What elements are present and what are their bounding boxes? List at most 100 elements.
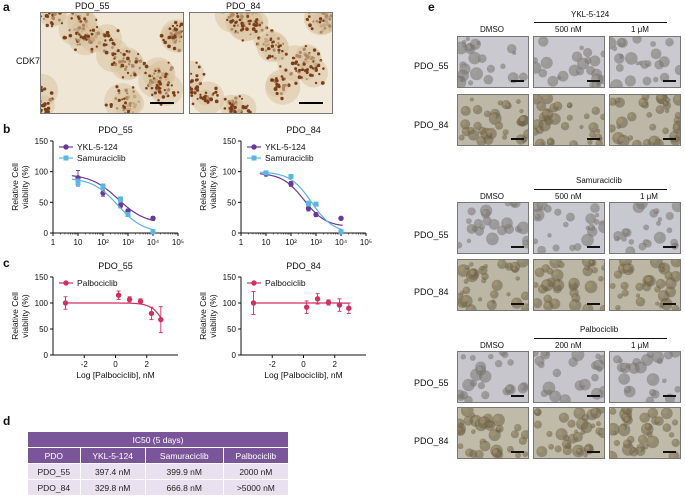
organoid-highlight xyxy=(657,95,663,100)
organoid-highlight xyxy=(590,56,596,62)
organoid-highlight xyxy=(458,443,461,447)
scale-bar xyxy=(663,303,676,305)
organoid-highlight xyxy=(468,127,472,132)
organoid-highlight xyxy=(471,429,474,433)
organoid-highlight xyxy=(626,76,632,82)
stained-nucleus xyxy=(167,44,171,49)
organoid-highlight xyxy=(547,233,550,236)
organoid-highlight xyxy=(460,291,463,294)
organoid-highlight xyxy=(628,113,633,118)
pdo55-col-label: PDO_55 xyxy=(75,1,110,11)
organoid-highlight xyxy=(570,141,575,145)
organoid-texture xyxy=(534,408,604,458)
stained-nucleus xyxy=(246,14,250,18)
organoid-highlight xyxy=(576,448,581,453)
organoid-highlight xyxy=(534,95,538,100)
organoid-cluster xyxy=(104,83,141,113)
x-tick-label: -2 xyxy=(81,360,89,369)
organoid-highlight xyxy=(523,240,528,245)
stained-nucleus xyxy=(80,20,83,23)
stained-nucleus xyxy=(48,13,51,15)
stained-nucleus xyxy=(131,86,135,89)
organoid-highlight xyxy=(574,244,579,248)
scale-bar xyxy=(587,451,600,453)
stained-nucleus xyxy=(50,22,54,26)
stained-nucleus xyxy=(41,85,43,89)
organoid-brightfield-image xyxy=(457,94,529,146)
stained-nucleus xyxy=(123,101,128,105)
organoid-highlight xyxy=(470,97,473,100)
organoid-highlight xyxy=(560,395,567,401)
data-point xyxy=(263,170,269,176)
stained-nucleus xyxy=(236,15,240,19)
organoid-highlight xyxy=(613,133,620,140)
organoid-highlight xyxy=(498,260,503,265)
drug-label: YKL-5-124 xyxy=(571,10,610,19)
stained-nucleus xyxy=(291,56,295,60)
stained-nucleus xyxy=(205,99,209,103)
stained-nucleus xyxy=(281,49,284,53)
organoid-highlight xyxy=(653,352,659,358)
organoid-highlight xyxy=(469,262,472,265)
organoid-highlight xyxy=(519,437,524,442)
organoid-highlight xyxy=(538,203,543,206)
organoid-highlight xyxy=(470,413,474,416)
x-tick-label: 10⁴ xyxy=(147,238,160,247)
organoid-highlight xyxy=(459,135,463,139)
organoid-highlight xyxy=(596,421,599,425)
organoid-highlight xyxy=(488,133,491,136)
condition-label: 500 nM xyxy=(555,192,582,201)
row-label: PDO_84 xyxy=(414,120,449,130)
organoid-highlight xyxy=(482,210,487,215)
organoid-highlight xyxy=(642,102,646,106)
organoid-highlight xyxy=(466,218,470,222)
organoid-highlight xyxy=(582,235,589,241)
row-label: PDO_84 xyxy=(414,287,449,297)
chart-title: PDO_84 xyxy=(286,261,321,271)
organoid-highlight xyxy=(589,260,593,264)
organoid-highlight xyxy=(650,210,655,215)
stained-nucleus xyxy=(231,19,235,23)
table-cell: 329.8 nM xyxy=(80,480,145,495)
stained-nucleus xyxy=(196,88,200,92)
stained-nucleus xyxy=(167,61,170,64)
stained-nucleus xyxy=(115,85,119,89)
organoid-highlight xyxy=(483,217,488,222)
pdo84-col-label: PDO_84 xyxy=(226,1,261,11)
organoid-highlight xyxy=(468,208,473,213)
organoid-highlight xyxy=(673,203,679,208)
organoid-highlight xyxy=(474,122,479,127)
stained-nucleus xyxy=(308,23,312,28)
stained-nucleus xyxy=(196,78,199,81)
organoid-highlight xyxy=(656,280,662,285)
organoid-highlight xyxy=(522,304,527,309)
organoid-highlight xyxy=(669,452,675,458)
organoid-highlight xyxy=(643,77,648,82)
stained-nucleus xyxy=(174,20,178,25)
organoid-highlight xyxy=(538,246,543,251)
organoid-highlight xyxy=(505,264,508,267)
organoid-highlight xyxy=(503,129,507,133)
y-tick-label: 50 xyxy=(227,325,236,334)
organoid-highlight xyxy=(506,292,509,295)
condition-label: DMSO xyxy=(480,192,504,201)
data-point xyxy=(305,205,312,212)
stained-nucleus xyxy=(160,34,164,38)
organoid-highlight xyxy=(661,73,666,79)
organoid-highlight xyxy=(610,408,614,412)
stained-nucleus xyxy=(85,38,88,41)
drug-bracket xyxy=(534,189,667,190)
stained-nucleus xyxy=(266,56,270,60)
stained-nucleus xyxy=(190,87,194,91)
table-title: IC50 (5 days) xyxy=(28,432,288,447)
organoid-highlight xyxy=(627,436,632,441)
organoid-highlight xyxy=(534,57,536,61)
stained-nucleus xyxy=(204,94,207,98)
y-tick-label: 100 xyxy=(223,299,237,308)
organoid-highlight xyxy=(500,64,504,67)
stained-nucleus xyxy=(238,95,242,98)
data-point xyxy=(313,211,319,218)
stained-nucleus xyxy=(157,69,161,72)
organoid-highlight xyxy=(544,295,549,300)
organoid-highlight xyxy=(671,272,677,278)
